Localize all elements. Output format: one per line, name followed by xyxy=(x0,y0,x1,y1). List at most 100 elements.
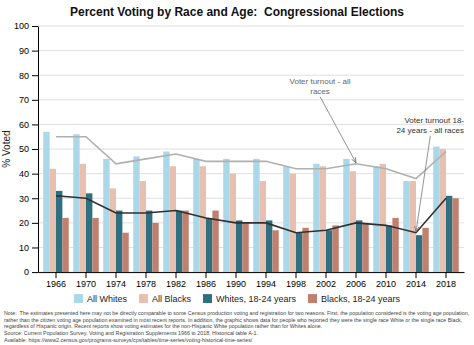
annotation-line: Voter turnout 18- xyxy=(404,116,464,125)
bar xyxy=(133,156,139,272)
y-tick-mark xyxy=(32,124,38,125)
bar xyxy=(62,218,68,272)
bar-series xyxy=(62,198,458,272)
bar xyxy=(416,235,422,272)
grid-line xyxy=(38,149,464,150)
annotation-line: races xyxy=(310,87,330,96)
x-tick: 2006 xyxy=(346,272,366,289)
y-tick-label: 60 xyxy=(19,120,29,130)
bar xyxy=(452,198,458,272)
y-axis-title: % Voted xyxy=(1,130,12,167)
line xyxy=(56,196,446,233)
y-tick-label: 40 xyxy=(19,169,29,179)
x-tick-mark xyxy=(446,272,447,278)
x-tick: 2010 xyxy=(376,272,396,289)
bar xyxy=(326,230,332,272)
x-tick: 2014 xyxy=(406,272,426,289)
x-tick-label: 1994 xyxy=(256,279,276,289)
grid-line xyxy=(38,99,464,100)
bar xyxy=(403,181,409,272)
y-tick-mark xyxy=(32,51,38,52)
x-tick: 1974 xyxy=(106,272,126,289)
note-line: regardless of Hispanic origin. Recent re… xyxy=(4,324,322,330)
x-tick-label: 1978 xyxy=(136,279,156,289)
y-tick: 30 xyxy=(19,194,38,204)
grid-line xyxy=(38,26,464,27)
y-tick-label: 0 xyxy=(24,267,29,277)
marks xyxy=(43,132,459,272)
y-axis-line xyxy=(38,27,39,273)
y-tick-mark xyxy=(32,174,38,175)
bar xyxy=(373,166,379,272)
x-tick: 1998 xyxy=(286,272,306,289)
bar xyxy=(206,218,212,272)
bar xyxy=(422,228,428,272)
x-tick-mark xyxy=(386,272,387,278)
x-tick: 1982 xyxy=(166,272,186,289)
bar xyxy=(332,225,338,272)
bar xyxy=(140,181,146,272)
x-tick: 1970 xyxy=(76,272,96,289)
bar xyxy=(56,191,62,272)
bar xyxy=(380,164,386,272)
note-line: Note: The estimates presented here may n… xyxy=(4,310,469,316)
bar xyxy=(296,233,302,272)
bar xyxy=(92,218,98,272)
y-tick: 60 xyxy=(19,120,38,130)
x-tick-mark xyxy=(326,272,327,278)
bar xyxy=(176,211,182,273)
legend-swatch xyxy=(74,294,83,303)
legend-label: All Whites xyxy=(87,294,128,304)
x-tick: 2002 xyxy=(316,272,336,289)
bar xyxy=(302,228,308,272)
bar xyxy=(283,166,289,272)
grid-line xyxy=(38,75,464,76)
x-tick-label: 1970 xyxy=(76,279,96,289)
legend-swatch xyxy=(203,294,212,303)
y-tick-label: 100 xyxy=(14,21,29,31)
x-tick: 1990 xyxy=(226,272,246,289)
annotation-line: Voter turnout - all xyxy=(290,77,351,86)
bar xyxy=(356,220,362,272)
x-tick-mark xyxy=(206,272,207,278)
y-tick-label: 80 xyxy=(19,71,29,81)
x-tick-label: 2018 xyxy=(436,279,456,289)
y-tick-label: 30 xyxy=(19,194,29,204)
x-tick-label: 1990 xyxy=(226,279,246,289)
legend-swatch xyxy=(139,294,148,303)
bar xyxy=(260,181,266,272)
annotation: Voter turnout 18-24 years - all races xyxy=(396,116,464,135)
plot: 1966197019741978198219861990199419982002… xyxy=(14,21,465,289)
y-tick-mark xyxy=(32,75,38,76)
legend-swatch xyxy=(308,294,317,303)
y-tick-label: 10 xyxy=(19,243,29,253)
notes: Note: The estimates presented here may n… xyxy=(4,310,469,342)
x-tick: 1978 xyxy=(136,272,156,289)
y-tick-label: 20 xyxy=(19,218,29,228)
x-tick: 1966 xyxy=(46,272,66,289)
bar xyxy=(80,164,86,272)
annotation-arrow xyxy=(416,136,430,232)
grid xyxy=(38,26,464,272)
x-tick-mark xyxy=(86,272,87,278)
y-tick: 20 xyxy=(19,218,38,228)
annotation-line: 24 years - all races xyxy=(396,126,464,135)
x-tick-label: 2010 xyxy=(376,279,396,289)
x-tick-label: 1974 xyxy=(106,279,126,289)
bar xyxy=(253,159,259,272)
x-tick-mark xyxy=(146,272,147,278)
x-axis-line xyxy=(39,272,465,273)
y-tick-mark xyxy=(32,247,38,248)
x-tick-mark xyxy=(416,272,417,278)
x-tick-label: 2014 xyxy=(406,279,426,289)
grid-line xyxy=(38,198,464,199)
x-tick-mark xyxy=(266,272,267,278)
note-line: Source: Current Population Survey, Votin… xyxy=(4,330,258,336)
chart: Note: The estimates presented here may n… xyxy=(0,0,474,345)
bar-series xyxy=(50,149,446,272)
grid-line xyxy=(38,247,464,248)
y-tick-label: 50 xyxy=(19,144,29,154)
bar xyxy=(152,223,158,272)
line xyxy=(56,137,446,179)
bar xyxy=(320,166,326,272)
